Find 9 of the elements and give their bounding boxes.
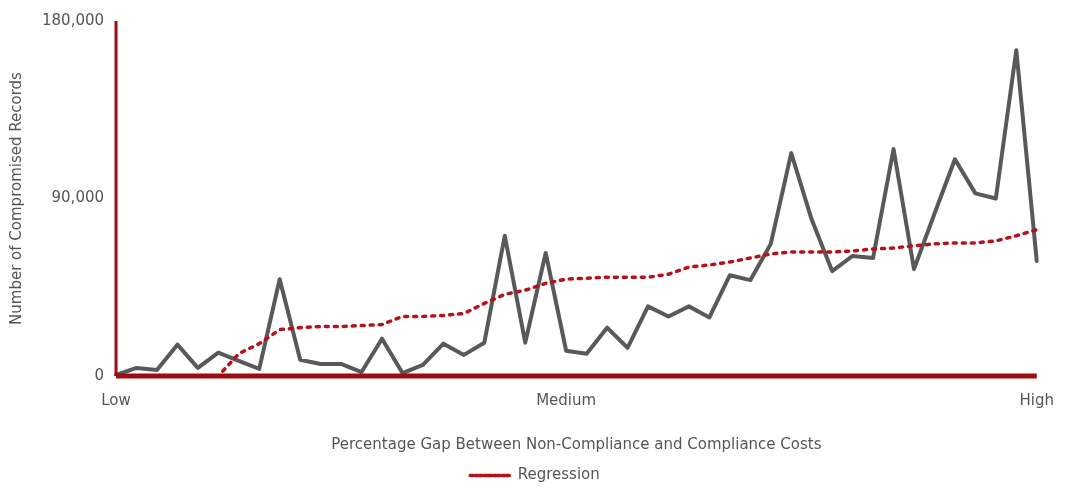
x-tick-label: Medium [536,390,597,409]
x-axis-title: Percentage Gap Between Non-Compliance and Compliance Costs [331,434,822,453]
legend-label: Regression [517,465,600,484]
y-tick-label: 0 [94,365,105,384]
y-tick-label: 180,000 [42,10,105,29]
x-tick-label: High [1019,390,1054,409]
x-tick-label: Low [101,390,131,409]
y-axis-title: Number of Compromised Records [6,71,25,325]
y-tick-label: 90,000 [51,188,105,207]
